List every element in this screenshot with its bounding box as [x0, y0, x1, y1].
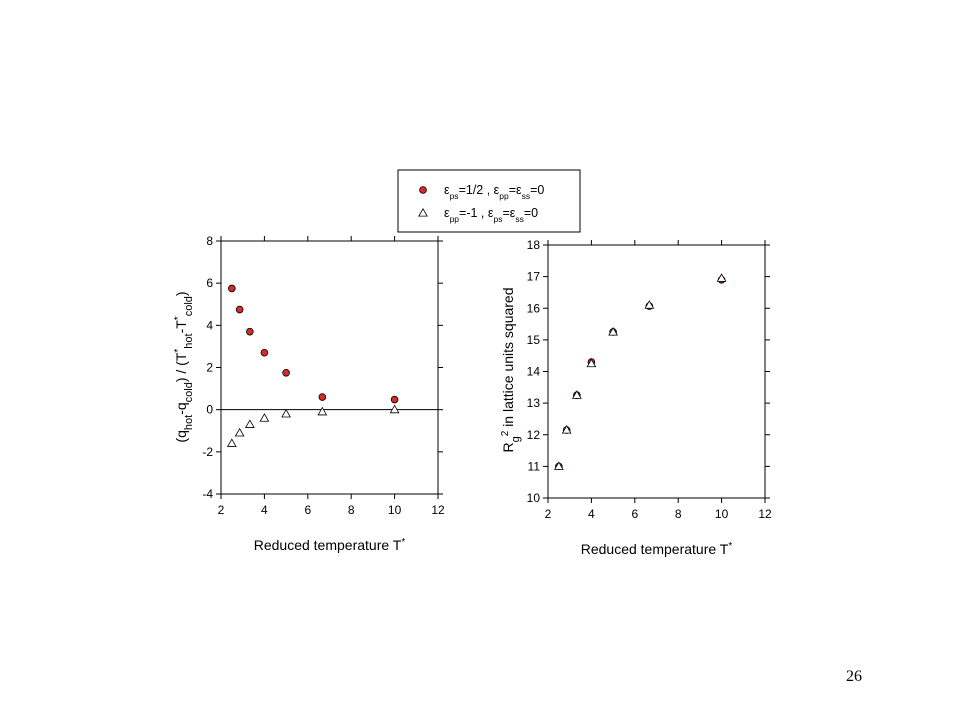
x-tick-label: 10 [388, 503, 402, 517]
data-point [281, 408, 291, 418]
data-point [644, 300, 655, 309]
y-tick-label: 11 [528, 459, 541, 473]
x-tick-label: 2 [218, 503, 225, 517]
legend-box [397, 169, 581, 233]
x-axis-label: Reduced temperature T* [254, 537, 406, 554]
y-tick-label: 13 [527, 396, 541, 410]
y-tick-label: 16 [527, 301, 541, 315]
data-point [282, 368, 290, 377]
legend-marker-1 [419, 186, 427, 194]
x-tick-label: 2 [545, 507, 552, 521]
y-tick-label: 18 [527, 238, 541, 252]
slide-number: 26 [846, 668, 862, 685]
y-tick-label: 2 [206, 361, 213, 375]
y-tick-label: 6 [206, 276, 213, 290]
data-point [259, 413, 270, 422]
plot-frame [547, 244, 766, 499]
x-tick-label: 4 [588, 507, 595, 521]
y-tick-label: -4 [202, 487, 213, 501]
data-point [235, 305, 244, 314]
data-point [390, 395, 399, 404]
data-point [608, 326, 618, 336]
data-point [226, 438, 237, 447]
data-point [228, 284, 236, 293]
y-tick-label: 0 [206, 403, 213, 417]
y-axis-label: (qhot-qcold) / (T*hot-T*cold) [173, 291, 196, 442]
data-point [553, 461, 564, 470]
x-tick-label: 6 [631, 507, 638, 521]
plot-frame [220, 240, 439, 495]
y-tick-label: 12 [527, 428, 541, 442]
data-point [716, 273, 727, 282]
chart-left: 2 4 6 8 10 12 -4 -2 0 2 4 6 8 Reduced temperature T* (… [173, 234, 445, 553]
data-point [571, 390, 582, 399]
legend-entry-2: εpp=-1 , εps=εss=0 [444, 206, 538, 224]
y-tick-label: 8 [206, 234, 213, 248]
data-point [318, 393, 327, 401]
legend: εps=1/2 , εpp=εss=0 εpp=-1 , εps=εss=0 [397, 169, 581, 233]
y-tick-label: 17 [527, 270, 541, 284]
data-point [586, 358, 597, 368]
legend-entry-1: εps=1/2 , εpp=εss=0 [444, 183, 544, 201]
data-point [389, 404, 400, 414]
y-tick-label: 15 [527, 333, 541, 347]
legend-marker-2 [418, 207, 428, 217]
y-tick-label: 10 [527, 491, 541, 505]
chart-right: 2 4 6 8 10 12 10 11 12 13 14 15 16 17 18 Reduced temper… [500, 238, 772, 557]
x-tick-label: 10 [715, 507, 729, 521]
x-tick-label: 8 [348, 503, 355, 517]
data-point [561, 425, 572, 434]
y-tick-label: 14 [527, 365, 541, 379]
data-point [317, 406, 328, 416]
x-axis-label: Reduced temperature T* [581, 541, 733, 558]
x-tick-label: 4 [261, 503, 268, 517]
x-tick-label: 12 [758, 507, 772, 521]
y-tick-label: -2 [202, 445, 213, 459]
x-tick-label: 6 [304, 503, 311, 517]
data-point [244, 419, 255, 428]
y-axis-label: Rg2 in lattice units squared [500, 287, 523, 452]
data-point [234, 427, 245, 437]
data-point [260, 348, 269, 357]
y-tick-label: 4 [206, 318, 213, 332]
x-tick-label: 12 [431, 503, 445, 517]
data-point [246, 327, 254, 336]
x-tick-label: 8 [675, 507, 682, 521]
